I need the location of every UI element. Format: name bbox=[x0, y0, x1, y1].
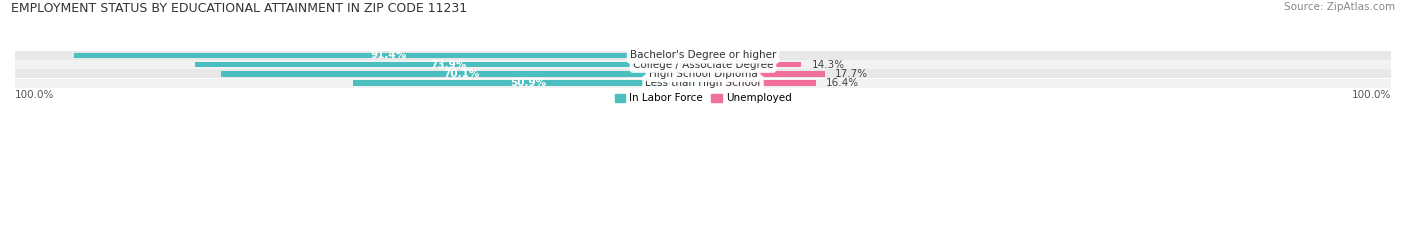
Text: 14.3%: 14.3% bbox=[811, 60, 845, 70]
Bar bbox=[221, 71, 703, 77]
Text: Bachelor's Degree or higher: Bachelor's Degree or higher bbox=[630, 51, 776, 61]
Text: 70.1%: 70.1% bbox=[444, 69, 479, 79]
Bar bbox=[15, 69, 1391, 79]
Bar bbox=[703, 53, 733, 58]
Bar bbox=[15, 79, 1391, 88]
Bar bbox=[15, 60, 1391, 69]
Text: Source: ZipAtlas.com: Source: ZipAtlas.com bbox=[1284, 2, 1395, 12]
Text: 100.0%: 100.0% bbox=[15, 90, 55, 100]
Text: 4.2%: 4.2% bbox=[742, 51, 769, 61]
Text: 50.9%: 50.9% bbox=[510, 78, 546, 88]
Bar bbox=[75, 53, 703, 58]
Bar bbox=[703, 62, 801, 68]
Text: EMPLOYMENT STATUS BY EDUCATIONAL ATTAINMENT IN ZIP CODE 11231: EMPLOYMENT STATUS BY EDUCATIONAL ATTAINM… bbox=[11, 2, 467, 15]
Text: 17.7%: 17.7% bbox=[835, 69, 869, 79]
Bar bbox=[15, 51, 1391, 60]
Text: 73.9%: 73.9% bbox=[430, 60, 467, 70]
Bar bbox=[353, 80, 703, 86]
Bar bbox=[194, 62, 703, 68]
Bar bbox=[703, 80, 815, 86]
Text: 91.4%: 91.4% bbox=[370, 51, 406, 61]
Legend: In Labor Force, Unemployed: In Labor Force, Unemployed bbox=[610, 89, 796, 107]
Text: High School Diploma: High School Diploma bbox=[648, 69, 758, 79]
Text: Less than High School: Less than High School bbox=[645, 78, 761, 88]
Text: College / Associate Degree: College / Associate Degree bbox=[633, 60, 773, 70]
Text: 100.0%: 100.0% bbox=[1351, 90, 1391, 100]
Text: 16.4%: 16.4% bbox=[827, 78, 859, 88]
Bar bbox=[703, 71, 825, 77]
